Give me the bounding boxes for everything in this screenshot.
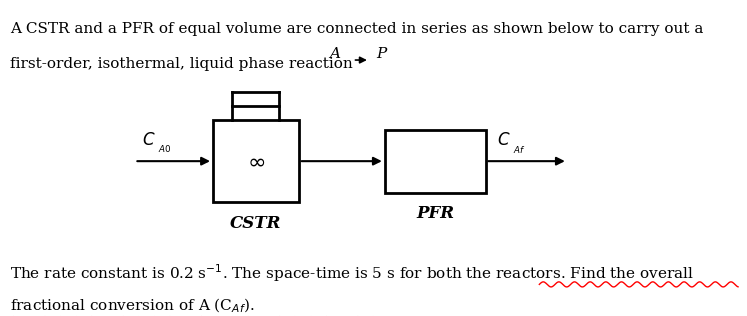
FancyBboxPatch shape bbox=[385, 130, 486, 193]
Text: $C$: $C$ bbox=[497, 131, 510, 149]
Text: PFR: PFR bbox=[416, 205, 454, 222]
FancyBboxPatch shape bbox=[213, 120, 299, 202]
Text: fractional conversion of A (C$_{Af}$).: fractional conversion of A (C$_{Af}$). bbox=[10, 297, 254, 315]
Text: $\infty$: $\infty$ bbox=[247, 150, 265, 172]
Text: first-order, isothermal, liquid phase reaction: first-order, isothermal, liquid phase re… bbox=[10, 57, 353, 71]
Text: The rate constant is 0.2 s$^{-1}$. The space-time is 5 s for both the reactors. : The rate constant is 0.2 s$^{-1}$. The s… bbox=[10, 262, 694, 284]
Text: A: A bbox=[329, 47, 340, 61]
Text: CSTR: CSTR bbox=[230, 215, 282, 232]
Text: $_{Af}$: $_{Af}$ bbox=[513, 142, 526, 155]
Text: P: P bbox=[376, 47, 386, 61]
Text: A CSTR and a PFR of equal volume are connected in series as shown below to carry: A CSTR and a PFR of equal volume are con… bbox=[10, 22, 703, 36]
Text: $C$: $C$ bbox=[142, 131, 155, 149]
Text: $_{A0}$: $_{A0}$ bbox=[158, 142, 172, 155]
